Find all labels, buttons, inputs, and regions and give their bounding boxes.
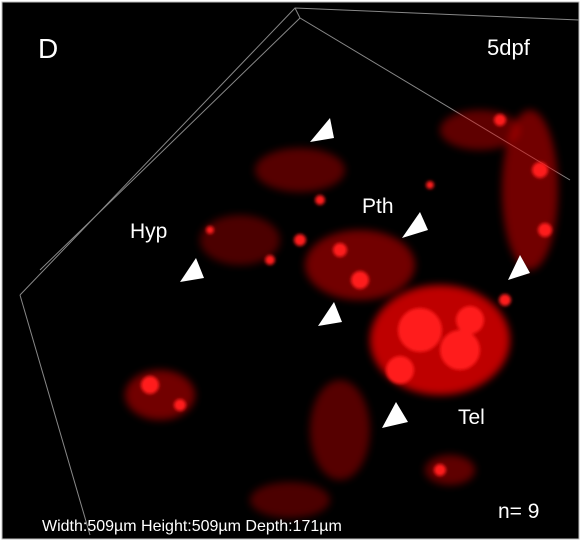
region-label: Hyp — [130, 220, 167, 243]
region-label: Tel — [458, 406, 485, 429]
panel-label: D — [38, 33, 58, 64]
micrograph: D 5dpf Hyp Pth Tel n= 9 Width:509µm Heig… — [0, 0, 581, 541]
dimensions-label: Width:509µm Height:509µm Depth:171µm — [42, 518, 342, 535]
region-label: Pth — [362, 195, 394, 218]
stage-label: 5dpf — [487, 35, 531, 60]
sample-count: n= 9 — [498, 500, 539, 523]
figure-panel: D 5dpf Hyp Pth Tel n= 9 Width:509µm Heig… — [0, 0, 581, 541]
image-background — [2, 2, 579, 539]
